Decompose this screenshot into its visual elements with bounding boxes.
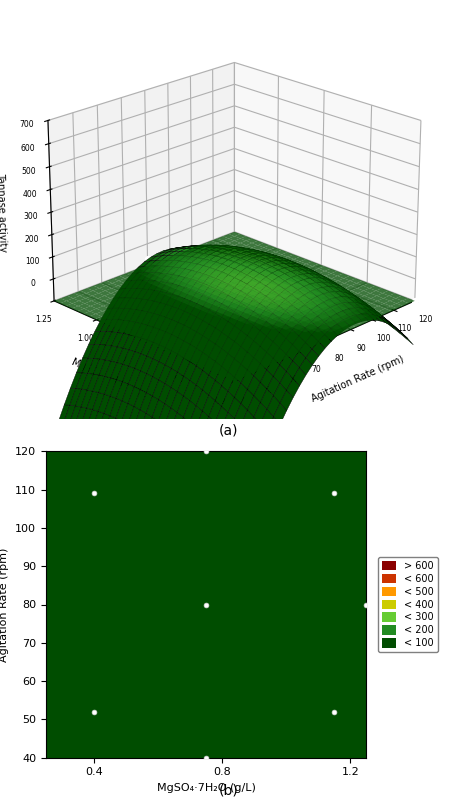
Point: [331, 487, 338, 500]
X-axis label: MgSO₄·7H₂O (g/L): MgSO₄·7H₂O (g/L): [157, 783, 256, 793]
Point: [90, 487, 98, 500]
Point: [202, 751, 210, 764]
Text: (b): (b): [219, 784, 239, 798]
Point: [90, 705, 98, 718]
Point: [331, 705, 338, 718]
Point: [202, 598, 210, 611]
Legend: > 600, < 600, < 500, < 400, < 300, < 200, < 100: > 600, < 600, < 500, < 400, < 300, < 200…: [378, 557, 437, 652]
Point: [202, 445, 210, 458]
Y-axis label: Agitation Rate (rpm): Agitation Rate (rpm): [0, 547, 10, 662]
Point: [363, 598, 370, 611]
Y-axis label: MgSO₄·7H₂O (g/L): MgSO₄·7H₂O (g/L): [70, 357, 153, 401]
Text: (a): (a): [219, 423, 239, 437]
X-axis label: Agitation Rate (rpm): Agitation Rate (rpm): [310, 355, 405, 405]
